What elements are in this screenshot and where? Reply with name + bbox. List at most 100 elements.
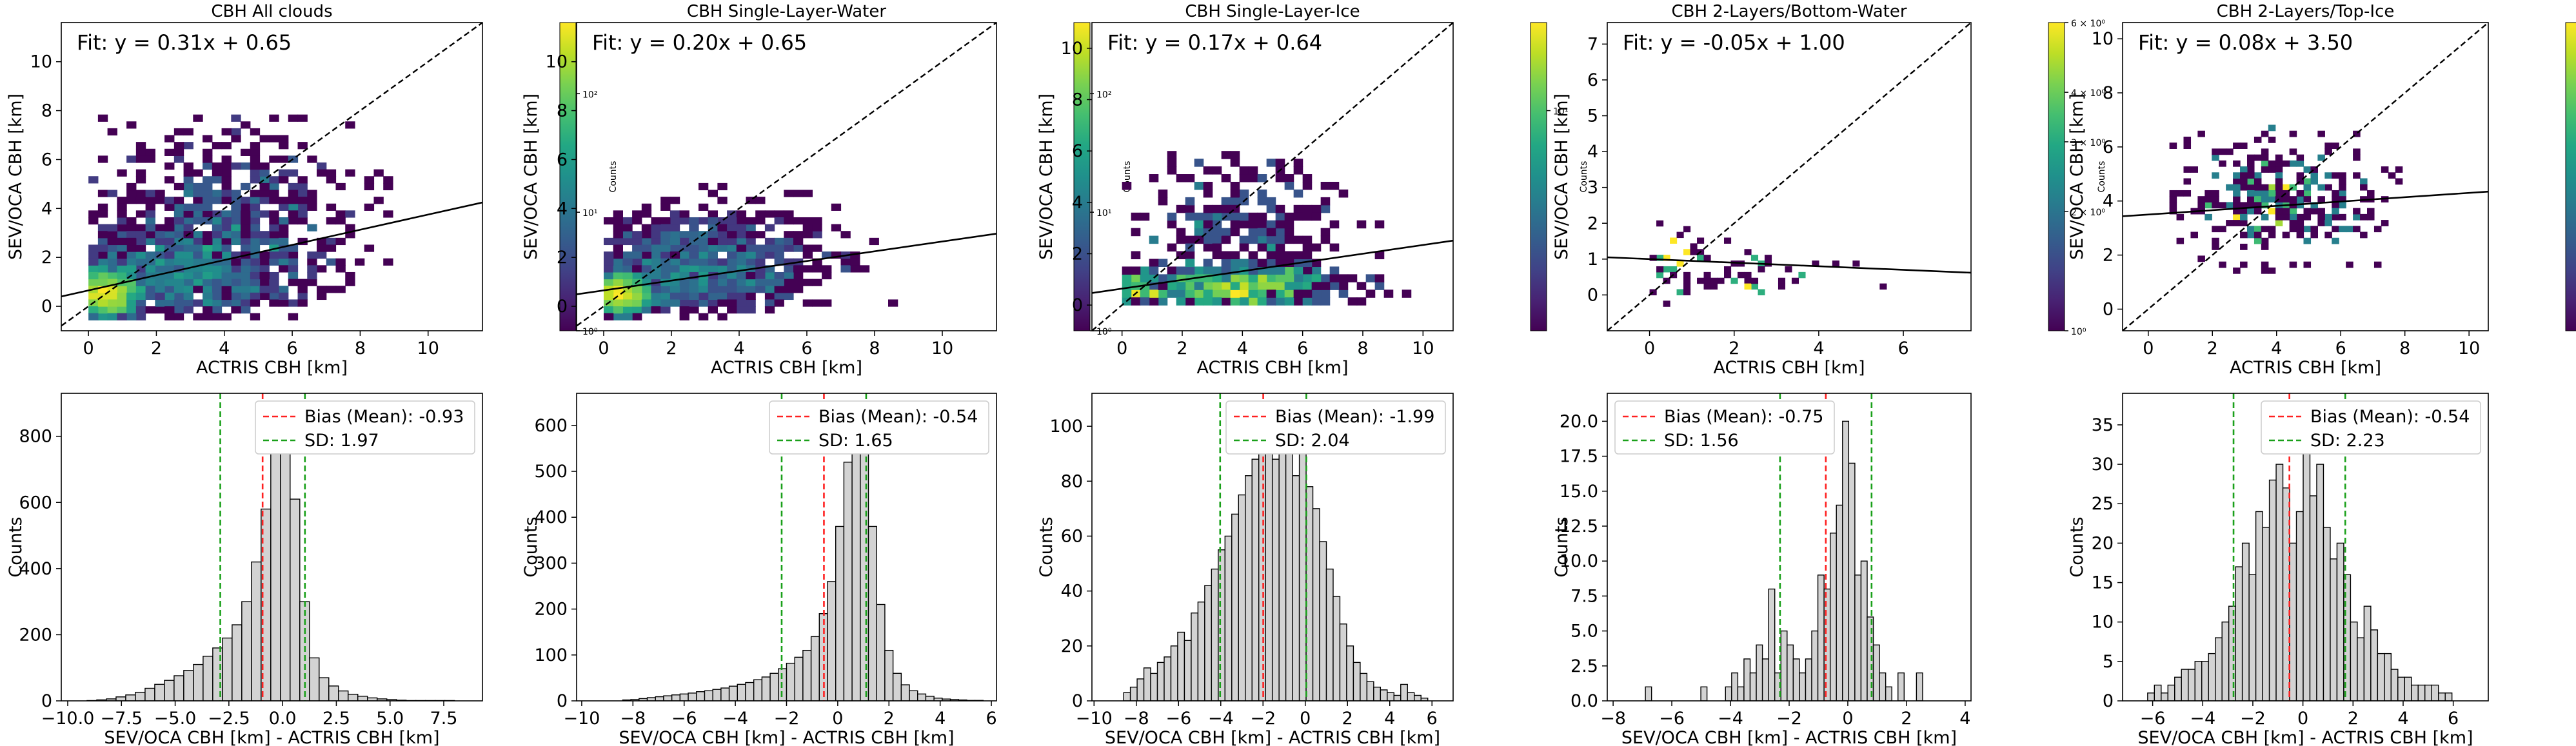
colorbar-tick-label: 3 × 10⁰ (2071, 138, 2105, 148)
histogram-bar (1872, 644, 1880, 701)
density-cell (269, 237, 279, 246)
density-cell (307, 279, 317, 286)
density-cell (1329, 243, 1340, 252)
density-cell (241, 210, 251, 218)
x-tick-label: 2 (151, 339, 162, 358)
density-cell (755, 217, 766, 225)
density-cell (840, 258, 851, 266)
density-cell (1311, 297, 1322, 306)
density-cell (383, 210, 393, 218)
density-cell (288, 182, 299, 191)
density-cell (2169, 190, 2177, 197)
density-cell (708, 299, 718, 307)
x-tick-label: −4 (1718, 709, 1743, 729)
density-cell (2324, 142, 2332, 149)
density-cell (727, 265, 737, 273)
histogram-bar (241, 601, 252, 701)
density-cell (679, 265, 689, 273)
density-cell (97, 313, 108, 320)
density-cell (297, 292, 308, 300)
density-cell (1230, 212, 1240, 221)
density-cell (822, 271, 832, 280)
density-cell (1185, 197, 1195, 206)
density-cell (107, 299, 117, 307)
density-cell (613, 231, 623, 239)
density-cell (660, 279, 671, 286)
density-cell (221, 292, 232, 300)
histogram-bar (154, 683, 165, 701)
y-axis-label: Counts (1036, 516, 1056, 577)
density-cell (2190, 166, 2198, 173)
density-cell (622, 237, 633, 246)
density-cell (1221, 204, 1231, 213)
x-tick-label: 0 (1842, 709, 1853, 729)
x-tick-label: 2 (666, 339, 677, 358)
density-cell (307, 203, 317, 211)
histogram-bar (2235, 566, 2243, 701)
y-tick-label: 2 (557, 248, 568, 268)
density-cell (2275, 208, 2283, 215)
density-cell (203, 210, 213, 218)
density-cell (1203, 282, 1213, 290)
density-cell (727, 231, 737, 239)
density-cell (784, 237, 794, 246)
histogram-bar (1204, 585, 1213, 701)
density-cell (173, 210, 184, 218)
density-cell (755, 265, 766, 273)
density-cell (241, 224, 251, 231)
density-cell (669, 292, 680, 300)
histogram-bar (1177, 631, 1185, 701)
density-cell (1167, 166, 1177, 175)
histogram-bar (2384, 653, 2392, 701)
x-tick-label: −4 (722, 709, 748, 729)
density-cell (2233, 160, 2241, 167)
density-cell (164, 203, 175, 211)
density-cell (669, 217, 680, 225)
density-cell (2240, 166, 2248, 173)
density-cell (1356, 220, 1367, 229)
x-tick-label: 8 (869, 339, 880, 358)
density-cell (203, 182, 213, 191)
density-cell (231, 306, 241, 314)
density-cell (231, 128, 241, 136)
density-cell (173, 224, 184, 231)
histogram-bar (2194, 661, 2203, 701)
density-cell (1758, 266, 1765, 273)
density-cell (193, 231, 203, 239)
density-cell (641, 251, 652, 259)
x-tick-label: 0 (832, 709, 843, 729)
density-cell (1302, 212, 1313, 221)
histogram-bar (655, 696, 664, 701)
plot-area (1645, 393, 1923, 701)
density-cell (1158, 259, 1168, 268)
x-tick-label: 0 (83, 339, 94, 358)
y-axis-label: Counts (6, 516, 26, 577)
density-cell (708, 251, 718, 259)
density-cell (1212, 282, 1222, 290)
density-cell (164, 271, 175, 280)
density-cell (2261, 196, 2269, 203)
density-cell (1284, 282, 1294, 290)
fit-label: Fit: y = 0.31x + 0.65 (77, 30, 292, 55)
density-cell (1329, 181, 1340, 190)
density-cell (135, 299, 146, 307)
density-cell (126, 279, 137, 286)
density-cell (1656, 271, 1664, 279)
density-cell (1744, 283, 1752, 290)
density-cell (326, 237, 337, 246)
density-cell (1185, 251, 1195, 260)
density-cell (793, 190, 804, 197)
density-cell (2176, 237, 2185, 244)
density-cell (2275, 178, 2283, 185)
density-cell (2332, 226, 2339, 233)
density-cell (651, 258, 661, 266)
density-cell (632, 244, 642, 252)
density-cell (708, 286, 718, 293)
density-cell (708, 190, 718, 197)
density-cell (1724, 266, 1732, 273)
density-cell (1284, 266, 1294, 275)
density-cell (2261, 166, 2269, 173)
density-cell (221, 128, 232, 136)
density-cell (698, 258, 709, 266)
